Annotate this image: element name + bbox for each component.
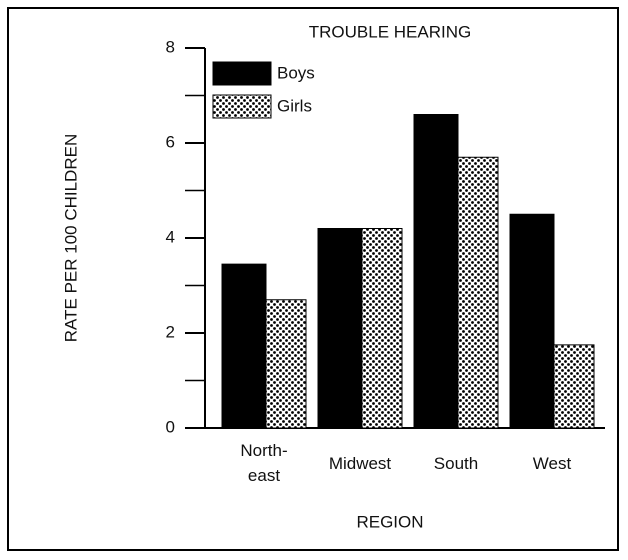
- bar: [553, 344, 595, 429]
- bar: [265, 299, 307, 429]
- legend-swatch: [212, 61, 272, 86]
- y-tick-label: 4: [166, 227, 175, 246]
- x-tick-label: West: [532, 453, 572, 473]
- y-tick-label: 6: [166, 132, 175, 151]
- bar: [509, 213, 555, 429]
- y-tick-label: 2: [166, 322, 175, 341]
- y-tick-label: 0: [166, 417, 175, 436]
- legend-label: Boys: [277, 63, 315, 82]
- y-tick-label: 8: [166, 37, 175, 56]
- bar: [317, 228, 363, 429]
- bar: [361, 228, 403, 429]
- bar: [221, 263, 267, 429]
- legend-label: Girls: [277, 96, 312, 115]
- x-tick-label: South: [433, 453, 479, 473]
- frame: [7, 7, 619, 551]
- y-axis-label: RATE PER 100 CHILDREN: [61, 134, 80, 342]
- x-axis-label: REGION: [356, 512, 423, 531]
- bar: [457, 156, 499, 429]
- x-tick-label: North- east: [240, 441, 288, 485]
- bar: [413, 114, 459, 429]
- legend-swatch: [212, 94, 272, 119]
- chart-title: TROUBLE HEARING: [309, 22, 471, 41]
- x-tick-label: Midwest: [328, 453, 392, 473]
